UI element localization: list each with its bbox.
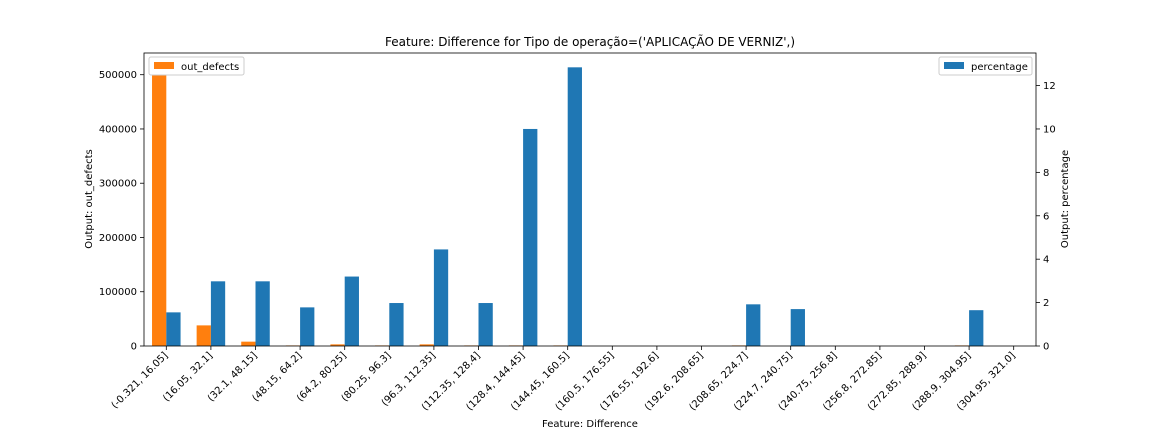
x-axis-title: Feature: Difference bbox=[542, 419, 638, 430]
bar-percentage-3 bbox=[300, 307, 315, 346]
legend-left: out_defects bbox=[148, 56, 245, 76]
bar-out_defects-6 bbox=[419, 344, 434, 346]
left-tick-label: 300000 bbox=[99, 179, 137, 190]
right-tick-label: 10 bbox=[1043, 124, 1056, 135]
right-tick-label: 0 bbox=[1043, 342, 1049, 353]
bar-out_defects-0 bbox=[152, 67, 167, 347]
bar-out_defects-4 bbox=[330, 344, 345, 346]
bar-percentage-5 bbox=[389, 303, 404, 346]
right-tick-label: 8 bbox=[1043, 168, 1049, 179]
bar-percentage-9 bbox=[567, 67, 582, 346]
legend-right-swatch bbox=[944, 62, 964, 69]
left-tick-label: 200000 bbox=[99, 233, 137, 244]
bar-percentage-6 bbox=[433, 249, 449, 346]
bar-percentage-14 bbox=[790, 309, 805, 346]
chart-title: Feature: Difference for Tipo de operação… bbox=[385, 34, 795, 49]
plot-frame bbox=[143, 52, 1037, 347]
left-tick-label: 400000 bbox=[99, 124, 137, 135]
left-axis: 0 100000 200000 300000 400000 500000 bbox=[99, 70, 144, 353]
right-tick-label: 12 bbox=[1043, 81, 1056, 92]
right-tick-label: 2 bbox=[1043, 298, 1049, 309]
right-tick-label: 6 bbox=[1043, 211, 1049, 222]
bar-percentage-2 bbox=[255, 281, 270, 346]
legend-right-box bbox=[938, 56, 1033, 76]
bar-out_defects-2 bbox=[241, 341, 256, 346]
legend-left-swatch bbox=[154, 62, 174, 69]
x-tick-label: (-0.321, 16.05] bbox=[110, 350, 171, 411]
right-tick-label: 4 bbox=[1043, 255, 1049, 266]
legend-right-label: percentage bbox=[971, 62, 1028, 73]
legend-left-label: out_defects bbox=[181, 62, 239, 73]
right-axis: 0 2 4 6 8 10 12 bbox=[1036, 81, 1056, 353]
bar-percentage-13 bbox=[746, 304, 761, 346]
bar-percentage-8 bbox=[523, 128, 538, 346]
legend-right: percentage bbox=[938, 56, 1033, 76]
left-tick-label: 0 bbox=[131, 342, 137, 353]
bar-percentage-0 bbox=[166, 312, 181, 346]
bar-percentage-18 bbox=[969, 310, 984, 346]
bars-layer bbox=[152, 67, 984, 347]
bar-percentage-1 bbox=[210, 281, 226, 346]
left-tick-label: 100000 bbox=[99, 287, 137, 298]
legend-left-box bbox=[148, 56, 245, 76]
right-axis-title: Output: percentage bbox=[1060, 150, 1071, 248]
bar-percentage-7 bbox=[478, 303, 493, 346]
bar-out_defects-1 bbox=[196, 325, 211, 346]
left-axis-title: Output: out_defects bbox=[84, 149, 95, 248]
left-tick-label: 500000 bbox=[99, 70, 137, 81]
bar-percentage-4 bbox=[344, 276, 359, 346]
x-axis: (-0.321, 16.05](16.05, 32.1](32.1, 48.15… bbox=[110, 346, 1018, 413]
